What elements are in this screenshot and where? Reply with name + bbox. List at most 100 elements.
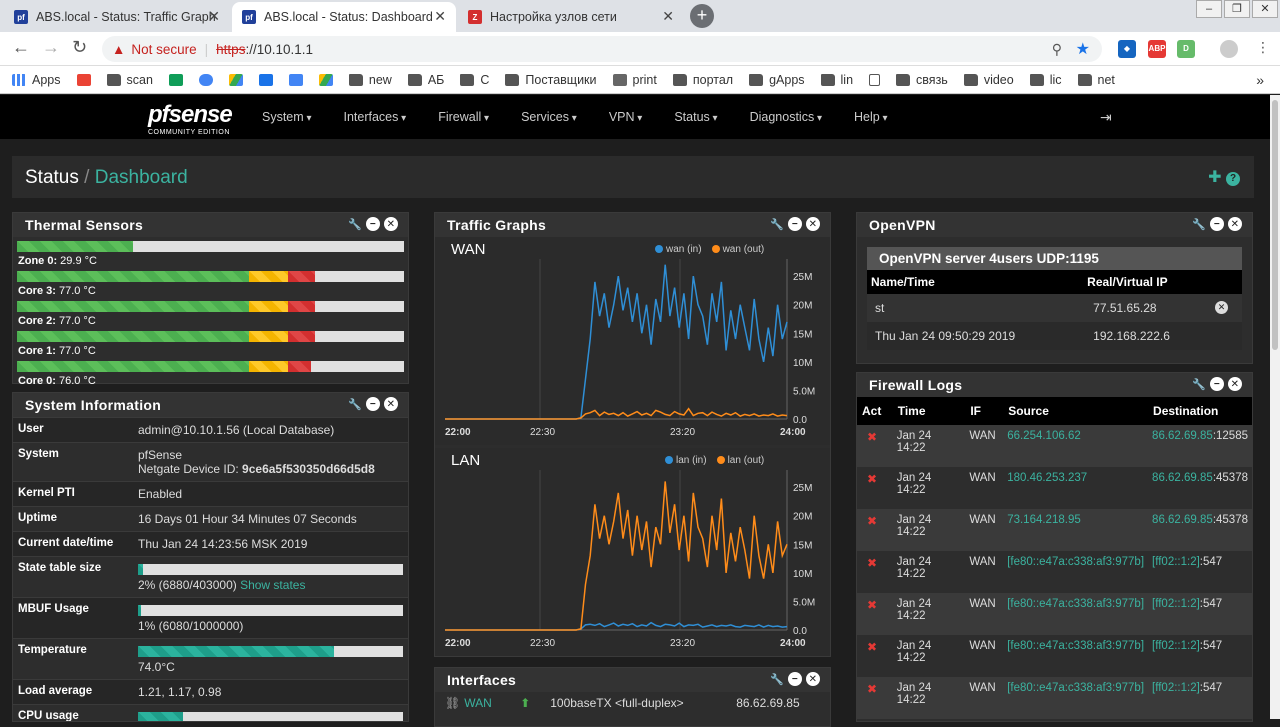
- breadcrumb-dashboard[interactable]: Dashboard: [94, 167, 188, 188]
- source-link[interactable]: [fe80::e47a:c338:af3:977b]: [1007, 640, 1145, 652]
- close-window-button[interactable]: ✕: [1252, 0, 1278, 18]
- show-states-link[interactable]: Show states: [236, 578, 306, 592]
- reload-icon[interactable]: ↻: [72, 37, 88, 57]
- bookmark-item[interactable]: [288, 73, 309, 86]
- bookmark-item[interactable]: video: [963, 73, 1014, 87]
- minimize-icon[interactable]: −: [1210, 377, 1224, 391]
- extension-d-icon[interactable]: D: [1177, 40, 1195, 58]
- disconnect-icon[interactable]: ✕: [1215, 301, 1228, 314]
- destination-link[interactable]: [ff02::1:2]: [1152, 556, 1200, 568]
- source-link[interactable]: [fe80::e47a:c338:af3:977b]: [1007, 682, 1145, 694]
- logout-icon[interactable]: ⇥: [1100, 109, 1112, 125]
- bookmark-item[interactable]: [258, 73, 279, 86]
- source-link[interactable]: [fe80::e47a:c338:af3:977b]: [1007, 556, 1145, 568]
- bookmark-item[interactable]: [869, 73, 886, 86]
- wrench-icon[interactable]: 🔧: [770, 673, 784, 686]
- bookmark-item[interactable]: [76, 73, 97, 86]
- bookmark-item[interactable]: С: [460, 73, 489, 87]
- menu-services[interactable]: Services: [521, 110, 577, 124]
- bookmark-item[interactable]: lic: [1029, 73, 1062, 87]
- wrench-icon[interactable]: 🔧: [348, 398, 362, 411]
- menu-firewall[interactable]: Firewall: [438, 110, 489, 124]
- close-icon[interactable]: ✕: [806, 217, 820, 231]
- browser-tab[interactable]: Z Настройка узлов сети ✕: [458, 2, 684, 32]
- close-icon[interactable]: ✕: [1228, 217, 1242, 231]
- block-icon[interactable]: ✖: [867, 430, 878, 444]
- url-input[interactable]: ▲ Not secure | https://10.10.1.1 ⚲ ★: [102, 36, 1102, 62]
- destination-link[interactable]: 86.62.69.85: [1152, 472, 1213, 484]
- forward-icon[interactable]: →: [42, 37, 60, 57]
- destination-link[interactable]: [ff02::1:2]: [1152, 682, 1200, 694]
- wrench-icon[interactable]: 🔧: [1192, 378, 1206, 391]
- pfsense-logo[interactable]: pfsense COMMUNITY EDITION: [148, 101, 233, 136]
- menu-kebab-icon[interactable]: ⋮: [1256, 39, 1270, 55]
- block-icon[interactable]: ✖: [867, 514, 878, 528]
- destination-link[interactable]: [ff02::1:2]: [1152, 640, 1200, 652]
- block-icon[interactable]: ✖: [867, 682, 878, 696]
- close-icon[interactable]: ✕: [384, 217, 398, 231]
- menu-help[interactable]: Help: [854, 110, 888, 124]
- browser-tab[interactable]: pf ABS.local - Status: Dashboard ✕: [232, 2, 456, 32]
- destination-link[interactable]: 86.62.69.85: [1152, 430, 1213, 442]
- bookmark-star-icon[interactable]: ★: [1075, 41, 1090, 58]
- close-icon[interactable]: ✕: [1228, 377, 1242, 391]
- browser-tab[interactable]: pf ABS.local - Status: Traffic Graph ✕: [4, 2, 230, 32]
- menu-status[interactable]: Status: [674, 110, 717, 124]
- interface-name-link[interactable]: WAN: [464, 696, 492, 710]
- block-icon[interactable]: ✖: [867, 640, 878, 654]
- help-icon[interactable]: ?: [1226, 172, 1240, 186]
- extension-abp-icon[interactable]: ABP: [1148, 40, 1166, 58]
- minimize-icon[interactable]: −: [1210, 217, 1224, 231]
- block-icon[interactable]: ✖: [867, 556, 878, 570]
- bookmark-item[interactable]: [318, 73, 339, 86]
- new-tab-button[interactable]: +: [690, 4, 714, 28]
- tab-close-icon[interactable]: ✕: [662, 8, 674, 24]
- wrench-icon[interactable]: 🔧: [770, 218, 784, 231]
- menu-system[interactable]: System: [262, 110, 312, 124]
- legend-out[interactable]: wan (out): [711, 244, 764, 255]
- bookmark-item[interactable]: связь: [896, 73, 948, 87]
- scrollbar-thumb[interactable]: [1272, 100, 1278, 350]
- minimize-icon[interactable]: −: [788, 217, 802, 231]
- maximize-button[interactable]: ❐: [1224, 0, 1250, 18]
- destination-link[interactable]: [ff02::1:2]: [1152, 598, 1200, 610]
- bookmark-item[interactable]: [228, 73, 249, 86]
- profile-avatar[interactable]: [1220, 40, 1238, 58]
- minimize-icon[interactable]: −: [366, 217, 380, 231]
- tab-close-icon[interactable]: ✕: [208, 8, 220, 24]
- minimize-icon[interactable]: −: [788, 672, 802, 686]
- minimize-icon[interactable]: −: [366, 397, 380, 411]
- bookmark-item[interactable]: портал: [672, 73, 733, 87]
- wrench-icon[interactable]: 🔧: [1192, 218, 1206, 231]
- menu-diagnostics[interactable]: Diagnostics: [750, 110, 822, 124]
- legend-out[interactable]: lan (out): [716, 455, 764, 466]
- add-widget-icon[interactable]: ✚: [1208, 169, 1222, 186]
- bookmarks-overflow-icon[interactable]: »: [1256, 71, 1264, 88]
- wrench-icon[interactable]: 🔧: [348, 218, 362, 231]
- page-scrollbar[interactable]: [1270, 95, 1280, 719]
- bookmark-item[interactable]: scan: [106, 73, 153, 87]
- breadcrumb-status[interactable]: Status: [25, 167, 79, 188]
- not-secure-label[interactable]: Not secure: [131, 41, 197, 57]
- block-icon[interactable]: ✖: [867, 472, 878, 486]
- bookmark-item[interactable]: [168, 73, 189, 86]
- source-link[interactable]: [fe80::e47a:c338:af3:977b]: [1007, 598, 1145, 610]
- extension-shield-icon[interactable]: ◆: [1118, 40, 1136, 58]
- menu-vpn[interactable]: VPN: [609, 110, 643, 124]
- zoom-icon[interactable]: ⚲: [1051, 40, 1062, 57]
- tab-close-icon[interactable]: ✕: [434, 8, 446, 24]
- minimize-button[interactable]: –: [1196, 0, 1222, 18]
- legend-in[interactable]: lan (in): [665, 455, 707, 466]
- bookmark-item[interactable]: new: [348, 73, 392, 87]
- legend-in[interactable]: wan (in): [655, 244, 702, 255]
- block-icon[interactable]: ✖: [867, 598, 878, 612]
- bookmark-item[interactable]: lin: [820, 73, 853, 87]
- bookmark-item[interactable]: net: [1077, 73, 1115, 87]
- close-icon[interactable]: ✕: [806, 672, 820, 686]
- bookmark-item[interactable]: print: [612, 73, 657, 87]
- menu-interfaces[interactable]: Interfaces: [344, 110, 407, 124]
- source-link[interactable]: 73.164.218.95: [1007, 514, 1081, 526]
- close-icon[interactable]: ✕: [384, 397, 398, 411]
- bookmark-item[interactable]: Поставщики: [505, 73, 597, 87]
- bookmark-item[interactable]: [198, 73, 219, 86]
